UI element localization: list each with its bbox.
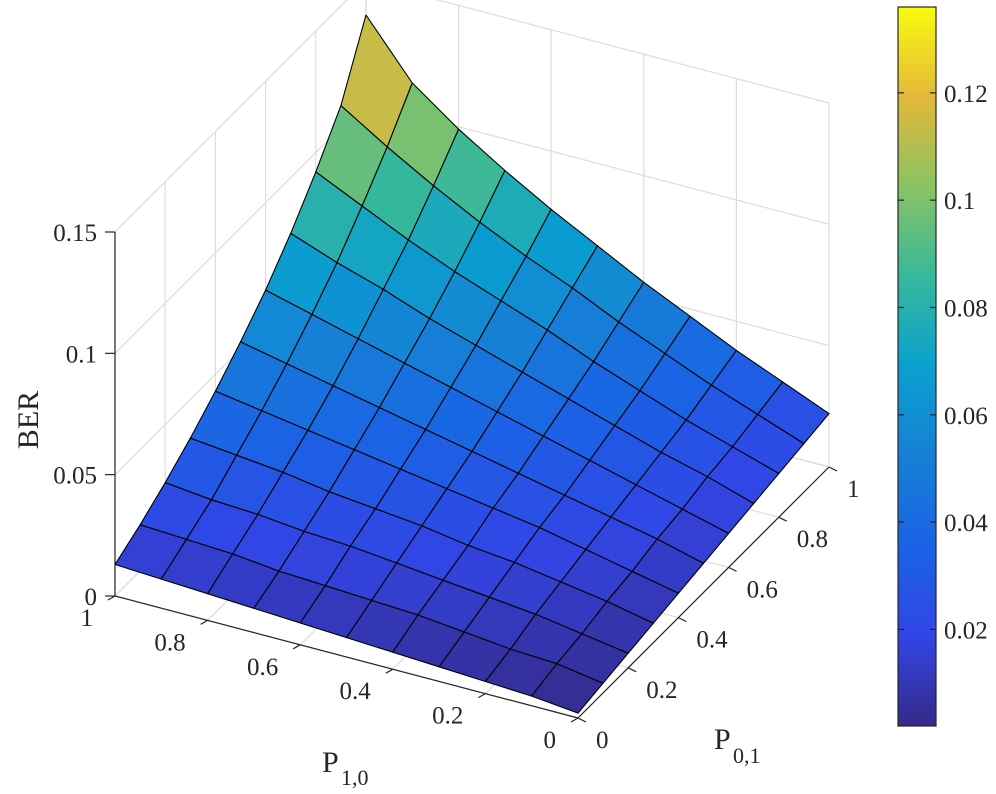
x-tick-label: 0.6 [247, 654, 278, 681]
y-tick-mark [627, 667, 637, 673]
y-tick-label: 0.8 [797, 526, 828, 553]
surface-patch [531, 663, 604, 714]
svg-text:0,1: 0,1 [733, 743, 761, 768]
colorbar-ticks: 0.02 0.04 0.06 0.08 0.1 0.12 [898, 81, 988, 644]
x-axis-line [114, 595, 579, 719]
x-tick-mark [478, 693, 486, 699]
svg-text:P: P [322, 746, 339, 779]
x-tick-label: 0.2 [432, 703, 463, 730]
colorbar-tick-label: 0.02 [944, 617, 988, 644]
y-tick-mark [828, 466, 838, 472]
surface-plot [114, 14, 830, 714]
x-tick-mark [385, 668, 394, 674]
x-tick-mark [292, 644, 301, 650]
x-tick-label: 0 [544, 727, 557, 754]
x-tick-mark [107, 595, 116, 601]
y-axis-label: P 0,1 [714, 723, 761, 768]
y-tick-mark [577, 717, 587, 723]
y-tick-label: 0.6 [747, 576, 778, 603]
svg-text:1,0: 1,0 [341, 765, 369, 790]
svg-text:P: P [714, 723, 731, 756]
colorbar-tick-label: 0.12 [944, 81, 988, 108]
colorbar-tick-label: 0.04 [944, 510, 988, 537]
y-axis-line [577, 466, 830, 719]
y-tick-label: 1 [847, 476, 860, 503]
x-tick-label: 1 [81, 605, 94, 632]
colorbar: 0.02 0.04 0.06 0.08 0.1 0.12 [897, 6, 988, 727]
grid-line [435, 0, 830, 104]
axes-lines [114, 232, 830, 719]
y-tick-mark [678, 617, 687, 623]
y-tick-mark [728, 566, 737, 572]
x-tick-mark [200, 619, 208, 625]
z-tick-label: 0.15 [53, 220, 97, 247]
z-tick-label: 0.05 [53, 463, 97, 490]
colorbar-tick-label: 0.08 [944, 295, 988, 322]
z-tick-label: 0.1 [66, 341, 97, 368]
z-axis-label: BER [12, 391, 45, 449]
colorbar-tick-label: 0.06 [944, 403, 988, 430]
y-tick-label: 0.2 [646, 677, 677, 704]
y-tick-label: 0.4 [696, 627, 728, 654]
x-tick-label: 0.8 [154, 629, 185, 656]
x-tick-label: 0.4 [340, 678, 372, 705]
grid-line [114, 0, 348, 233]
z-tick-label: 0 [85, 584, 98, 611]
grid-line [114, 101, 367, 354]
colorbar-tick-label: 0.1 [944, 188, 975, 215]
x-tick-mark [570, 717, 579, 723]
colorbar-gradient [897, 6, 937, 727]
y-tick-mark [778, 516, 788, 522]
x-axis-label: P 1,0 [322, 746, 369, 790]
y-tick-label: 0 [596, 727, 609, 754]
